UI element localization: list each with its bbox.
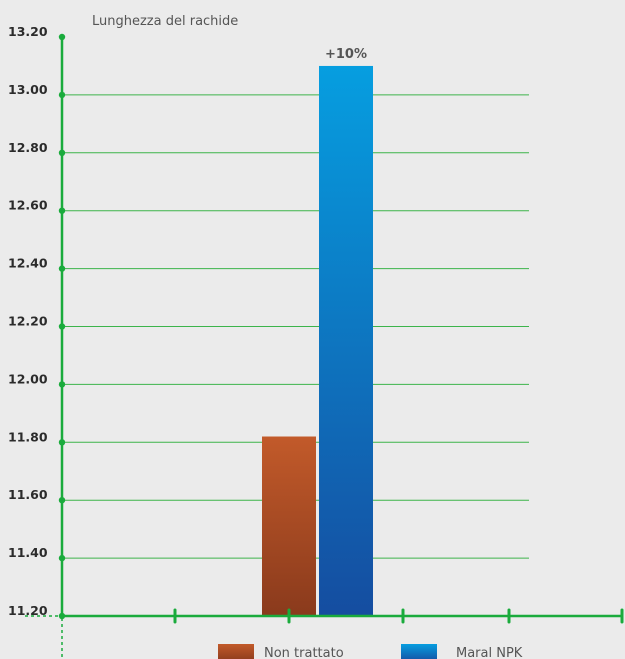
y-tick-marker [58,612,66,620]
y-tick-label: 12.80 [8,140,48,155]
y-tick-label: 12.20 [8,314,48,329]
y-tick-marker [58,207,66,214]
y-tick-label: 11.40 [8,545,48,560]
legend-label: Non trattato [264,646,344,659]
y-tick-marker [58,554,66,562]
y-tick-label: 12.00 [8,371,48,386]
legend-swatch-non-trattato [218,644,254,659]
y-tick-marker [58,33,66,41]
y-tick-label: 12.40 [8,256,48,271]
bar-annotation: +10% [325,47,367,62]
y-tick-marker [58,149,66,156]
y-tick-marker [58,497,66,504]
y-axis-title: Lunghezza del rachide [92,14,238,29]
legend-swatch-maral-npk [401,644,437,659]
y-tick-label: 11.60 [8,487,48,502]
y-tick-label: 11.80 [8,429,48,444]
y-tick-label: 13.00 [8,82,48,97]
y-tick-label: 12.60 [8,198,48,213]
y-tick-marker [58,439,66,446]
y-tick-marker [58,91,66,99]
y-tick-label: 13.20 [8,24,48,39]
y-tick-marker [58,323,66,330]
y-tick-label: 11.20 [8,603,48,618]
bar-maral-npk [319,65,373,616]
legend: Non trattato Maral NPK [218,644,523,659]
bars [262,65,373,616]
y-tick-marker [58,381,66,388]
y-tick-marker [58,265,66,272]
gridlines [62,94,529,559]
axes [25,33,624,659]
bar-non-trattato [262,436,316,616]
legend-label: Maral NPK [456,646,523,659]
axis-labels: 11.20 11.40 11.60 11.80 12.00 12.20 12.40 12.60… [8,24,48,618]
